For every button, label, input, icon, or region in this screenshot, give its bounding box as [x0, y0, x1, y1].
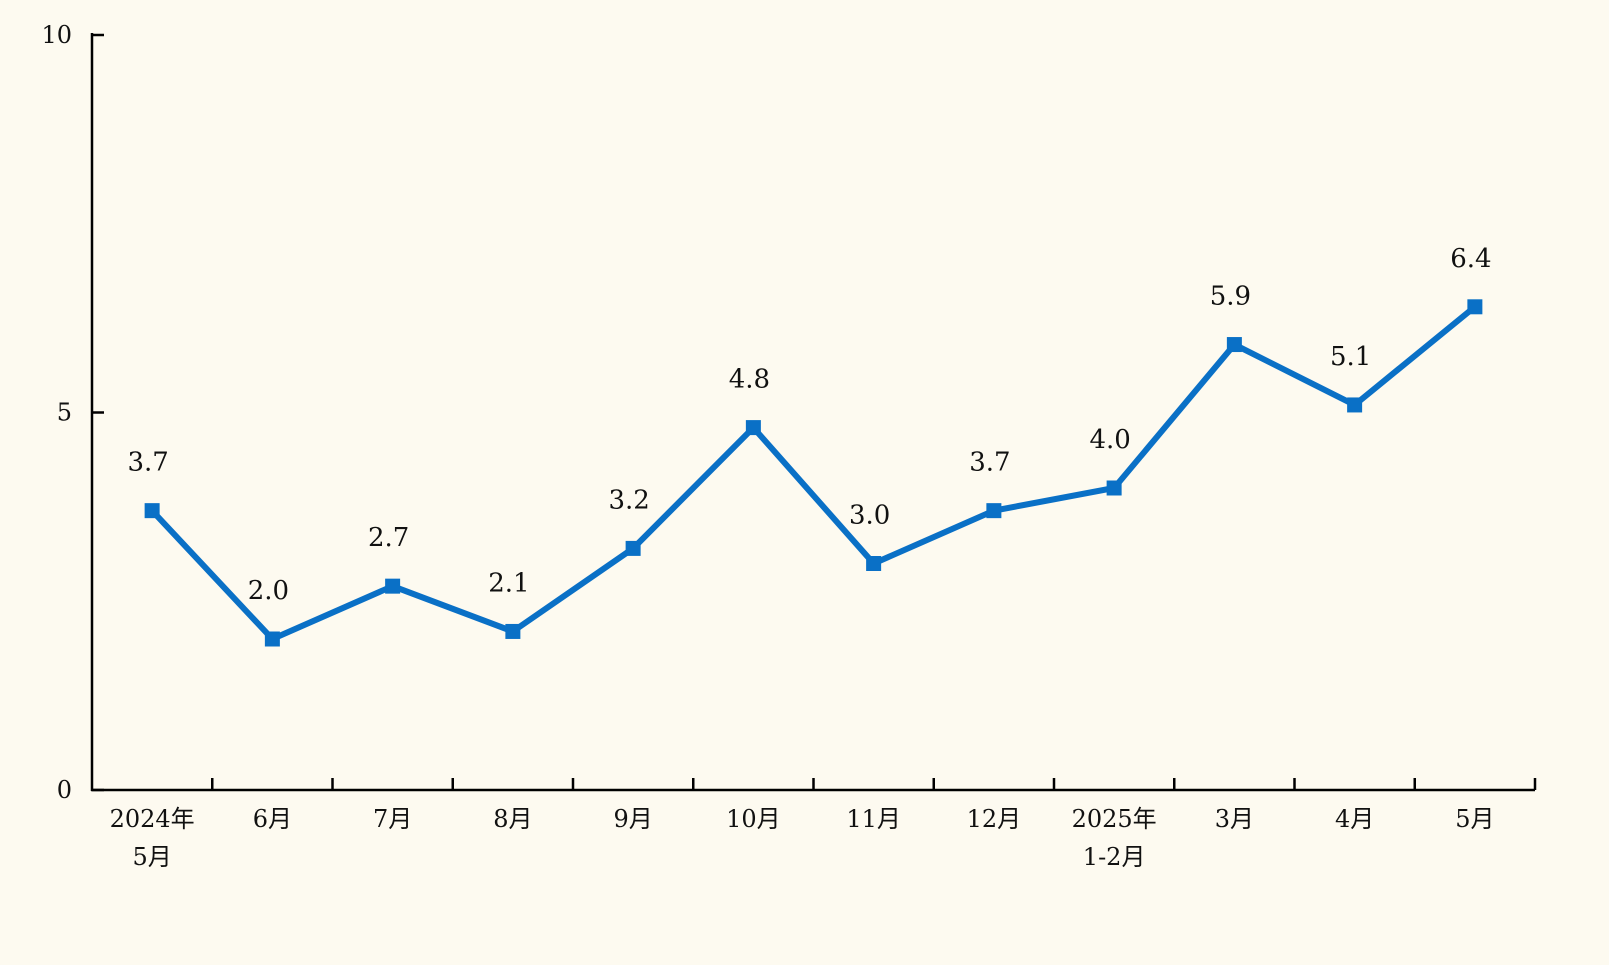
y-tick-label: 5: [57, 399, 72, 427]
x-tick-label-line: 4月: [1335, 805, 1374, 833]
x-tick-label-line: 2025年: [1072, 805, 1157, 833]
data-label: 5.9: [1210, 282, 1251, 312]
x-tick-label-line: 8月: [493, 805, 532, 833]
x-tick-label-line: 9月: [613, 805, 652, 833]
data-point-marker: [625, 540, 641, 556]
data-label: 3.2: [608, 485, 649, 515]
data-point-marker: [745, 420, 761, 436]
x-tick-label: 2024年 5月: [110, 805, 195, 871]
x-tick-label-line: 12月: [967, 805, 1022, 833]
x-tick-label-line: 2024年: [110, 805, 195, 833]
data-point-marker: [1347, 397, 1363, 413]
x-tick-label-line: 10月: [726, 805, 781, 833]
x-tick-label-line: 1-2月: [1083, 843, 1146, 871]
data-point-marker: [986, 503, 1002, 519]
data-point-marker: [1226, 337, 1242, 353]
x-tick-label: 3月: [1215, 805, 1254, 833]
data-label: 3.7: [127, 448, 168, 478]
x-tick-label: 9月: [613, 805, 652, 833]
data-labels: 3.7 2.0 2.7 2.1 3.2 4.8 3.0 3.7 4.0 5.9 5.1 6.4: [127, 244, 1491, 606]
series-layer: [144, 299, 1483, 647]
x-tick-label-line: 11月: [846, 805, 901, 833]
data-label: 2.7: [368, 523, 409, 553]
data-point-marker: [264, 631, 280, 647]
x-tick-label-line: 5月: [1455, 805, 1494, 833]
y-tick-label: 10: [41, 21, 72, 49]
data-label: 3.7: [969, 448, 1010, 478]
data-label: 6.4: [1450, 244, 1491, 274]
x-tick-label-line: 5月: [132, 843, 171, 871]
data-point-marker: [144, 503, 160, 519]
x-tick-label: 5月: [1455, 805, 1494, 833]
data-point-marker: [866, 556, 882, 571]
data-point-marker: [385, 578, 401, 594]
data-label: 2.0: [248, 576, 289, 606]
y-axis-ticks: 0 5 10: [41, 21, 104, 804]
data-label: 5.1: [1330, 342, 1371, 372]
x-axis-ticks: 2024年 5月 6月 7月 8月 9月 10月 11月 12月 2025年 1-2月 3月 4月 5月: [110, 778, 1537, 871]
data-label: 2.1: [488, 568, 529, 598]
x-tick-label: 8月: [493, 805, 532, 833]
data-label: 3.0: [849, 501, 890, 531]
data-label: 4.0: [1089, 425, 1130, 455]
series-line: [149, 304, 1477, 643]
data-point-marker: [1106, 480, 1122, 496]
x-tick-label: 4月: [1335, 805, 1374, 833]
data-point-marker: [505, 623, 521, 639]
data-label: 4.8: [729, 365, 770, 395]
x-tick-label: 12月: [967, 805, 1022, 833]
data-point-marker: [1467, 299, 1483, 315]
x-tick-label-line: 7月: [373, 805, 412, 833]
x-tick-label: 6月: [253, 805, 292, 833]
x-tick-label: 11月: [846, 805, 901, 833]
x-tick-label-line: 3月: [1215, 805, 1254, 833]
x-tick-label-line: 6月: [253, 805, 292, 833]
x-tick-label: 7月: [373, 805, 412, 833]
x-tick-label: 10月: [726, 805, 781, 833]
x-tick-label: 2025年 1-2月: [1072, 805, 1157, 871]
y-tick-label: 0: [57, 776, 72, 804]
